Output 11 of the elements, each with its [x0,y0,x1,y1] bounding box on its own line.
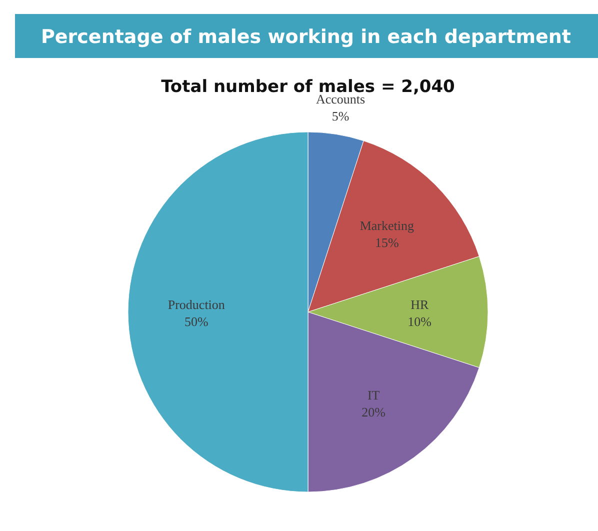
data-label: 20% [362,404,386,420]
slice-label: IT [367,387,380,402]
slice-label: HR [410,297,429,312]
data-label: 10% [408,314,432,329]
slice-label: Production [168,297,226,312]
slice-label: Accounts [316,92,366,107]
slice-label: Marketing [360,218,414,234]
data-label: 15% [374,235,399,250]
data-label: 50% [184,314,208,329]
data-label: 5% [332,108,350,124]
chart-title: Percentage of males working in each department [40,26,572,48]
